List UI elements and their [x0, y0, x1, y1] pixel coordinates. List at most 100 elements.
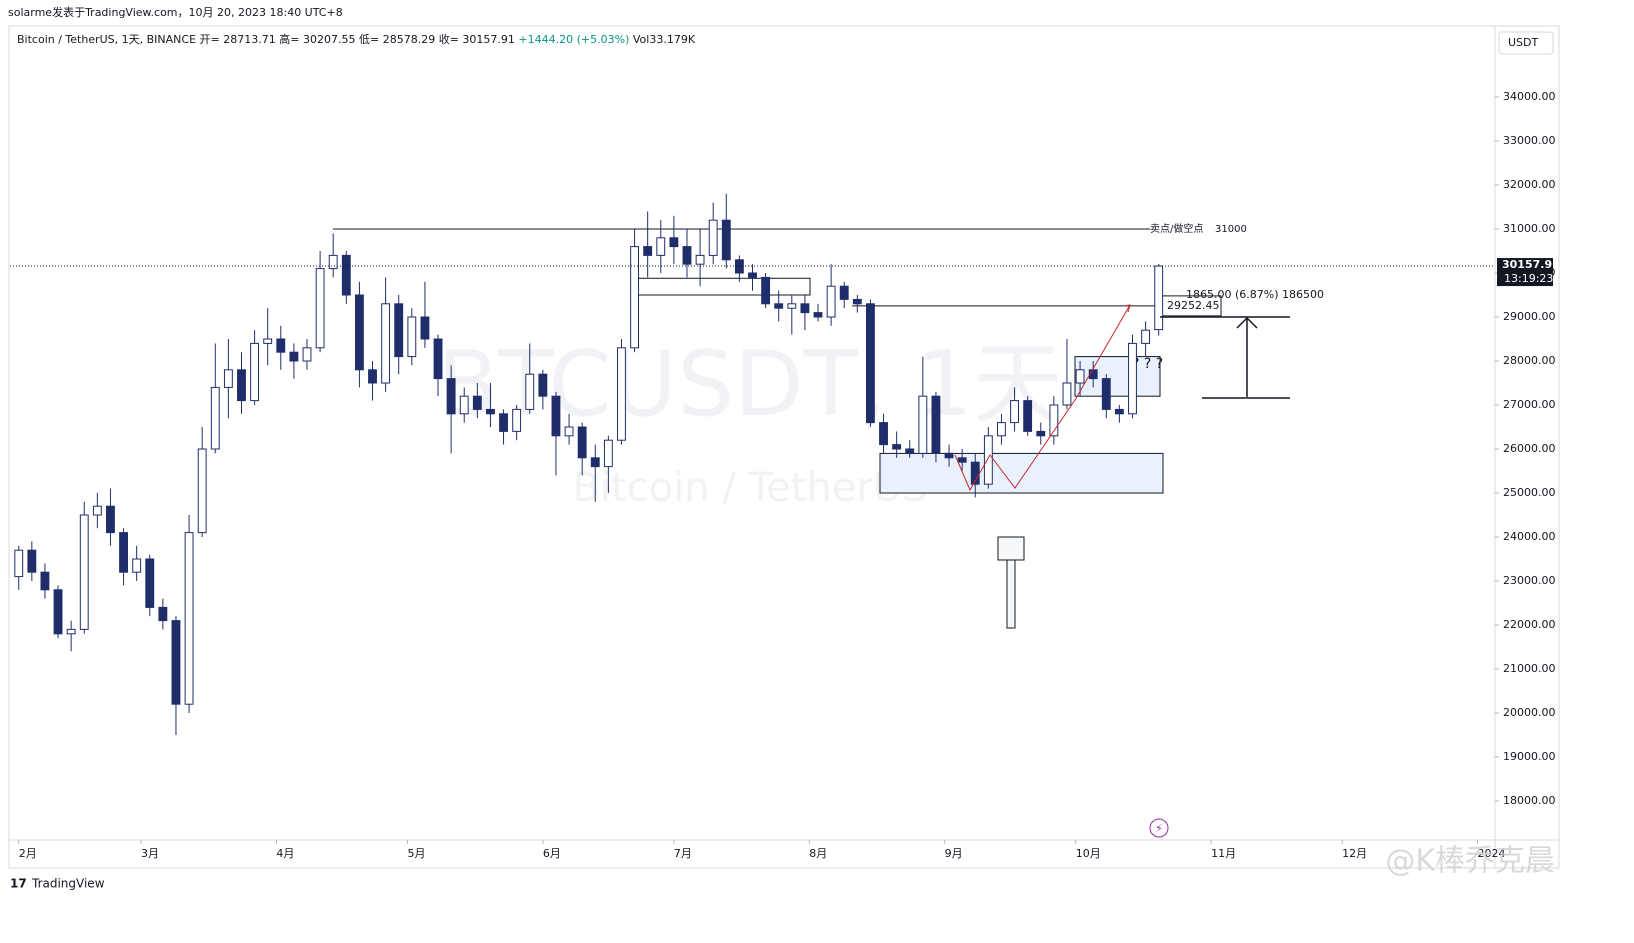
y-tick-label: 20000.00 — [1503, 706, 1556, 719]
last-price-tag — [1497, 258, 1553, 287]
y-tick-label: 33000.00 — [1503, 134, 1556, 147]
y-tick-label: 34000.00 — [1503, 90, 1556, 103]
candle-body — [656, 237, 666, 256]
candle-body — [983, 435, 993, 485]
candle-body — [905, 448, 915, 454]
candle-body — [289, 351, 299, 362]
candle-body — [341, 254, 351, 296]
candle-body — [1128, 342, 1137, 415]
candle-body — [708, 219, 718, 256]
currency: USDT — [1508, 36, 1539, 49]
candle-body — [839, 285, 849, 300]
currency-button[interactable] — [1498, 31, 1554, 55]
candle-body — [53, 589, 63, 635]
x-tick-label: 2024 — [1478, 847, 1506, 860]
candle-body — [354, 294, 364, 371]
header-part: 开= — [200, 33, 220, 46]
x-tick-label: 3月 — [141, 847, 159, 860]
candle-body — [1049, 404, 1059, 437]
candle-body — [328, 254, 338, 270]
candle-body — [499, 413, 508, 432]
candle-body — [472, 395, 482, 410]
candle-body — [643, 246, 653, 256]
candle-body — [27, 549, 37, 573]
watermark-sub: Bitcoin / TetherUS — [572, 465, 927, 511]
candle-body — [879, 422, 888, 446]
candle-body — [538, 373, 548, 397]
header-part: 低= — [359, 33, 379, 46]
x-tick-label: 6月 — [543, 847, 561, 860]
y-tick-label: 26000.00 — [1503, 442, 1556, 455]
zigzag-arrowhead — [1123, 304, 1131, 313]
candle-body — [315, 268, 325, 349]
zone — [879, 452, 1164, 494]
candle-body — [197, 448, 207, 534]
candle-body — [223, 369, 233, 388]
candle-body — [184, 532, 194, 705]
y-tick-label: 24000.00 — [1503, 530, 1556, 543]
candle-body — [1036, 430, 1046, 437]
candle-body — [787, 303, 797, 309]
header-part: Bitcoin / TetherUS, 1天, BINANCE — [17, 33, 196, 46]
event-icon-glyph: ⚡ — [1155, 822, 1163, 835]
candle-body — [577, 426, 587, 459]
candle-body — [381, 303, 391, 384]
candle-body — [551, 395, 561, 437]
candle-body — [603, 439, 613, 468]
candle-body — [250, 342, 260, 402]
y-tick-label: 31000.00 — [1503, 222, 1556, 235]
y-tick-label: 19000.00 — [1503, 750, 1556, 763]
sell-level-value: 31000 — [1215, 224, 1247, 235]
y-tick-label: 25000.00 — [1503, 486, 1556, 499]
header-part: 30157.91 — [462, 33, 515, 46]
x-tick-label: 2月 — [19, 847, 37, 860]
candle-body — [617, 347, 626, 441]
measure-text: 1865.00 (6.87%) 186500 — [1186, 288, 1324, 301]
brand: TradingView — [31, 877, 105, 891]
symbol-info: Bitcoin / TetherUS, 1天, BINANCE 开= 28713… — [17, 32, 696, 46]
candle-body — [512, 408, 522, 432]
candle-body — [1154, 265, 1164, 331]
candle-body — [525, 373, 535, 410]
candle-body — [276, 338, 286, 353]
logo-mark: 17 — [10, 877, 27, 891]
candle-body — [368, 369, 377, 384]
candle-body — [132, 558, 142, 573]
candle-body — [669, 237, 679, 248]
candle-body — [865, 303, 875, 424]
x-tick-label: 5月 — [407, 847, 425, 860]
candle-body — [210, 386, 220, 450]
candle-body — [486, 408, 495, 415]
candle-body — [813, 312, 823, 318]
x-tick-label: 10月 — [1076, 847, 1101, 860]
candle-body — [1141, 329, 1151, 344]
header-part: 28713.71 — [223, 33, 276, 46]
event-icon[interactable] — [1149, 818, 1169, 838]
header-part: +1444.20 (+5.03%) — [518, 33, 629, 46]
y-tick-label: 29000.00 — [1503, 310, 1556, 323]
candle-body — [1114, 408, 1124, 415]
x-tick-label: 7月 — [674, 847, 692, 860]
candle-body — [630, 246, 640, 349]
candle-body — [826, 285, 836, 318]
candle-body — [1010, 400, 1019, 424]
candle-body — [800, 303, 810, 314]
candle-body — [420, 316, 430, 340]
candle-body — [158, 606, 168, 622]
chart-frame — [8, 25, 1560, 869]
candle-body — [66, 628, 76, 635]
candle-body — [433, 338, 443, 380]
candle-body — [106, 505, 115, 534]
candle-body — [79, 514, 89, 630]
header-part: 30207.55 — [303, 33, 356, 46]
y-tick-label: 23000.00 — [1503, 574, 1556, 587]
candle-body — [748, 272, 757, 278]
candle-icon-body — [997, 536, 1025, 561]
y-tick-label: 32000.00 — [1503, 178, 1556, 191]
candle-body — [944, 452, 954, 459]
candle-body — [1075, 369, 1085, 384]
x-tick-label: 8月 — [809, 847, 827, 860]
x-tick-label: 4月 — [276, 847, 294, 860]
candle-body — [302, 347, 312, 362]
